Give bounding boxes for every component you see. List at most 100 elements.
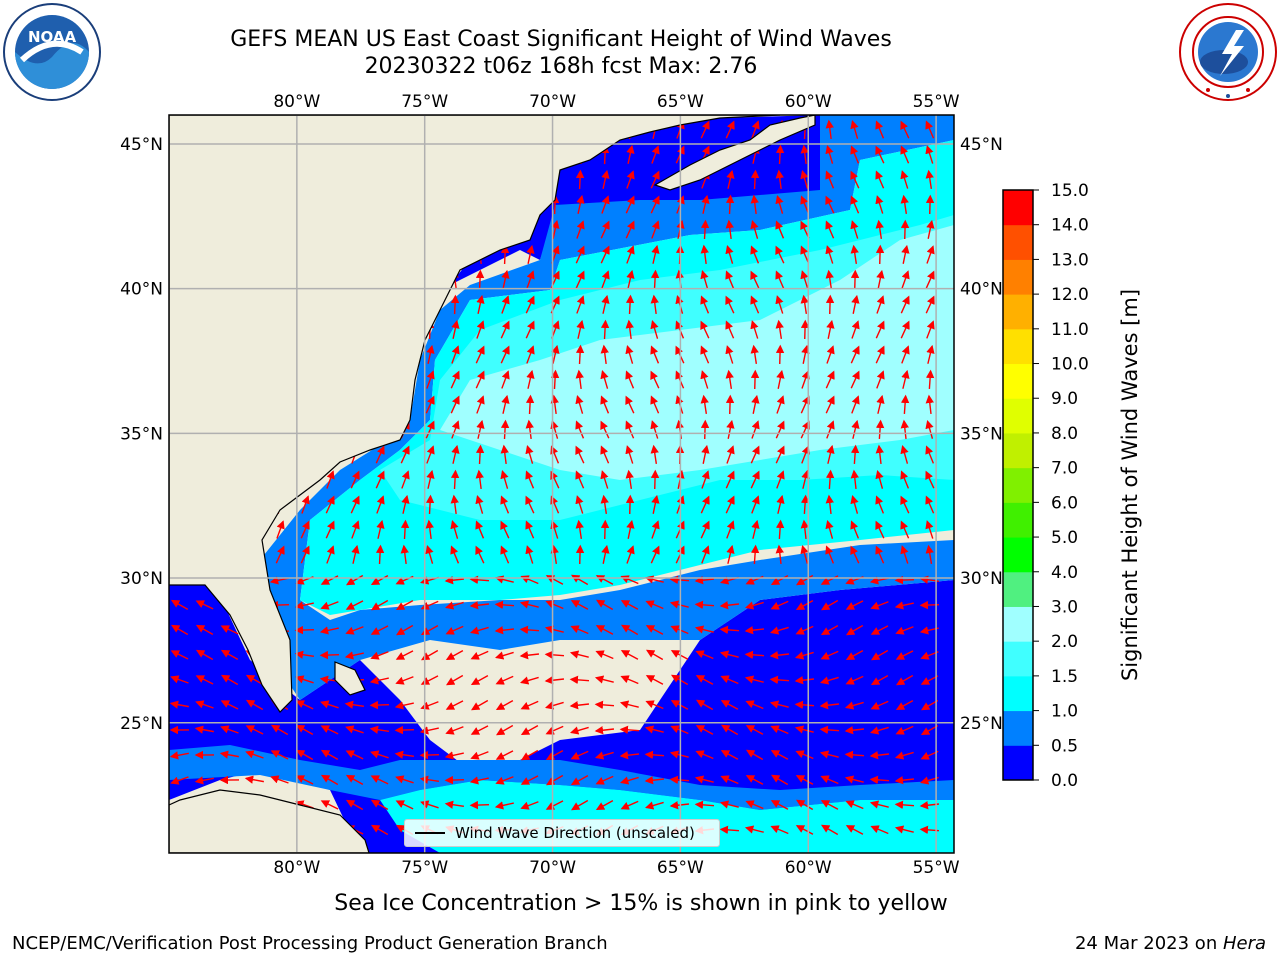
wave-arrow [369, 725, 390, 734]
wave-arrow [445, 674, 464, 686]
wave-arrow [925, 520, 934, 539]
wave-arrow [444, 751, 464, 760]
wave-arrow [575, 519, 584, 540]
wave-arrow [370, 824, 389, 836]
wave-arrow [825, 494, 834, 515]
wave-arrow [770, 575, 789, 586]
wave-arrow [450, 395, 460, 414]
wave-arrow [520, 725, 539, 736]
wave-arrow [394, 725, 415, 735]
wave-arrow [620, 776, 639, 785]
wave-arrow [651, 244, 660, 264]
wave-arrow [501, 295, 510, 314]
wave-arrow [501, 394, 510, 414]
wave-arrow [476, 419, 485, 439]
wave-arrow [870, 700, 889, 710]
wave-arrow [595, 575, 614, 585]
wave-arrow [569, 701, 590, 710]
wave-arrow [700, 520, 710, 539]
wave-arrow [350, 470, 360, 489]
wave-arrow [926, 320, 935, 339]
wave-arrow [775, 220, 785, 239]
wave-arrow [900, 219, 910, 240]
wave-arrow [800, 395, 810, 414]
wave-arrow [645, 625, 664, 635]
wave-arrow [900, 495, 910, 514]
wave-arrow [875, 520, 885, 539]
wave-arrow [644, 750, 665, 760]
wave-arrow [900, 194, 909, 215]
wave-arrow [894, 575, 915, 585]
wave-arrow [295, 749, 314, 761]
wave-arrow [895, 751, 914, 760]
wave-arrow [751, 519, 760, 539]
colorbar-swatch [1003, 432, 1033, 469]
wave-arrow [920, 725, 939, 736]
wave-arrow [345, 774, 364, 786]
colorbar-swatch [1003, 467, 1033, 503]
wave-arrow [570, 750, 589, 760]
wave-arrow [850, 545, 860, 564]
wave-arrow [800, 144, 809, 165]
wave-arrow [395, 624, 414, 636]
wave-arrow [495, 700, 514, 711]
wave-arrow [800, 294, 809, 315]
wave-arrow [800, 195, 810, 214]
wave-arrow [900, 320, 910, 339]
wave-arrow [770, 725, 789, 735]
wave-arrow [294, 601, 314, 610]
wave-arrow [650, 269, 660, 290]
wave-arrow [744, 825, 764, 834]
wave-arrow [575, 270, 585, 289]
wave-arrow [575, 544, 585, 565]
wave-arrow [750, 270, 760, 289]
wave-arrow [926, 245, 935, 264]
wave-arrow [295, 800, 314, 809]
wave-arrow [926, 219, 935, 239]
wave-arrow [770, 750, 789, 760]
wave-arrow [425, 420, 435, 439]
wave-arrow [750, 220, 759, 239]
colorbar-swatch [1003, 259, 1033, 295]
wave-arrow [795, 775, 814, 785]
wave-arrow [619, 725, 640, 735]
wave-arrow [600, 519, 610, 540]
wave-arrow [775, 344, 785, 365]
wave-arrow [794, 725, 814, 734]
wave-arrow [794, 700, 815, 710]
wave-arrow [595, 599, 614, 611]
wave-arrow [451, 420, 460, 439]
wave-arrow [170, 675, 189, 684]
wave-arrow [744, 626, 765, 635]
wave-arrow [825, 220, 835, 239]
wave-arrow [370, 625, 389, 635]
wave-arrow [800, 270, 809, 289]
wave-arrow [825, 395, 835, 414]
legend-line-icon [415, 832, 445, 834]
lon-label-top: 80°W [273, 92, 320, 112]
wave-arrow [401, 470, 410, 489]
wave-arrow [800, 494, 810, 515]
florida-peninsula [169, 115, 781, 713]
wave-arrow [550, 369, 560, 390]
wave-arrow [426, 445, 435, 464]
wave-arrow [769, 675, 790, 685]
wave-arrow [801, 445, 810, 464]
wave-arrow [625, 195, 635, 214]
wave-arrow [325, 495, 335, 514]
wave-arrow [470, 650, 489, 660]
wave-arrow [650, 370, 660, 389]
wave-arrow [850, 195, 860, 214]
wave-arrow [570, 775, 589, 786]
wave-arrow [475, 370, 485, 389]
wave-arrow [500, 419, 510, 440]
lon-label-bottom: 65°W [657, 858, 704, 878]
wave-arrow [620, 600, 639, 610]
wave-arrow [750, 245, 760, 264]
wave-arrow [900, 394, 910, 415]
wave-arrow [445, 625, 464, 635]
wave-arrow [320, 601, 339, 610]
colorbar-swatch [1003, 675, 1033, 712]
wave-arrow [845, 650, 864, 661]
wave-arrow [550, 544, 559, 565]
